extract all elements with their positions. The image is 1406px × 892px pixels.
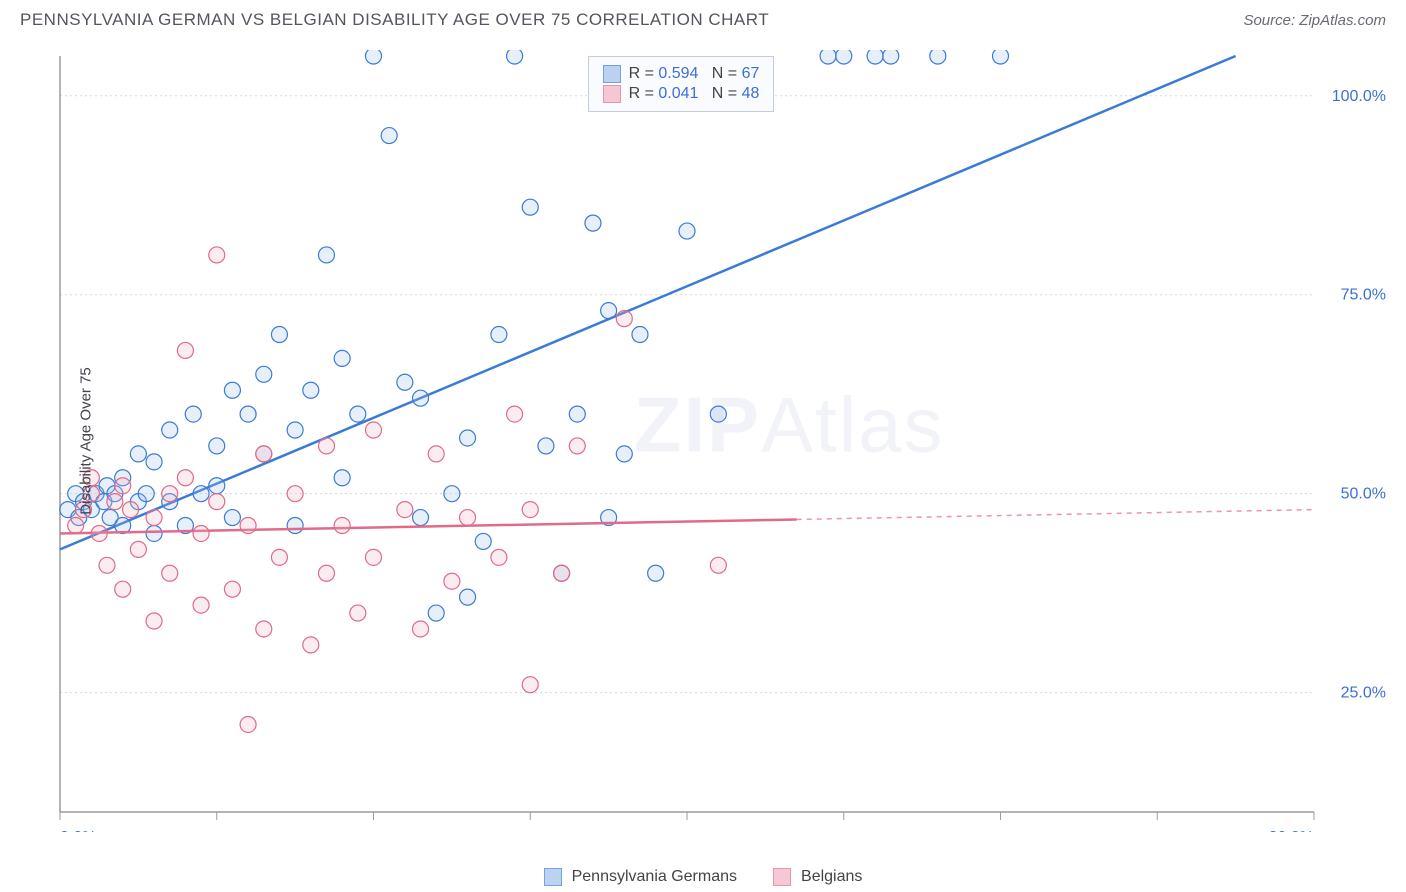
svg-text:100.0%: 100.0% — [1332, 88, 1386, 105]
swatch-icon — [773, 868, 791, 886]
chart-area: Disability Age Over 75 ZIPAtlas 25.0%50.… — [50, 50, 1394, 832]
r-value-pg: 0.594 — [658, 65, 698, 82]
chart-title: PENNSYLVANIA GERMAN VS BELGIAN DISABILIT… — [20, 10, 769, 30]
series-legend: Pennsylvania Germans Belgians — [0, 868, 1406, 886]
svg-text:75.0%: 75.0% — [1341, 287, 1386, 304]
swatch-pg — [603, 65, 621, 83]
legend-label-pg: Pennsylvania Germans — [572, 868, 737, 886]
n-value-bel: 48 — [742, 85, 760, 102]
y-axis-label: Disability Age Over 75 — [77, 367, 94, 515]
n-value-pg: 67 — [742, 65, 760, 82]
scatter-plot-svg: 25.0% 50.0% 75.0% 100.0% 0.0% 80.0% — [50, 50, 1394, 832]
svg-text:80.0%: 80.0% — [1269, 829, 1314, 832]
svg-text:50.0%: 50.0% — [1341, 486, 1386, 503]
correlation-row-pg: R = 0.594 N = 67 — [603, 65, 760, 83]
legend-item-pg: Pennsylvania Germans — [544, 868, 737, 886]
swatch-icon — [544, 868, 562, 886]
r-value-bel: 0.041 — [658, 85, 698, 102]
legend-item-bel: Belgians — [773, 868, 862, 886]
svg-text:25.0%: 25.0% — [1341, 685, 1386, 702]
svg-text:0.0%: 0.0% — [60, 829, 96, 832]
legend-label-bel: Belgians — [801, 868, 862, 886]
correlation-row-bel: R = 0.041 N = 48 — [603, 85, 760, 103]
correlation-legend-box: R = 0.594 N = 67 R = 0.041 N = 48 — [588, 56, 775, 112]
source-attribution: Source: ZipAtlas.com — [1243, 12, 1386, 29]
swatch-bel — [603, 85, 621, 103]
